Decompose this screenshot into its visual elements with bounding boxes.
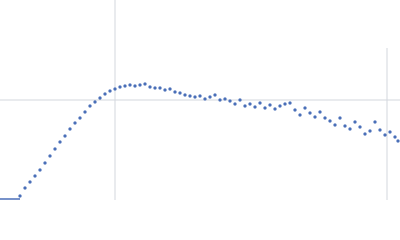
data-point — [318, 110, 322, 114]
data-point — [333, 123, 337, 127]
data-point — [83, 110, 87, 114]
data-point — [243, 104, 247, 108]
data-point — [208, 95, 212, 99]
data-point — [228, 99, 232, 103]
data-point — [33, 174, 37, 178]
data-point — [183, 93, 187, 97]
data-point — [283, 102, 287, 106]
data-point — [313, 115, 317, 119]
data-point — [233, 102, 237, 106]
data-point — [78, 116, 82, 120]
data-point — [173, 90, 177, 94]
data-point — [138, 83, 142, 87]
data-point — [58, 140, 62, 144]
data-point — [278, 104, 282, 108]
data-point — [153, 86, 157, 90]
data-point — [348, 127, 352, 131]
data-point — [103, 92, 107, 96]
page: {"chart_data": {"type": "scatter", "colo… — [0, 0, 400, 200]
data-point — [258, 101, 262, 105]
data-point — [268, 103, 272, 107]
data-point — [193, 95, 197, 99]
data-point — [273, 107, 277, 111]
data-point — [213, 93, 217, 97]
data-point — [238, 98, 242, 102]
data-point — [113, 87, 117, 91]
data-point — [303, 106, 307, 110]
data-point — [358, 125, 362, 129]
data-point — [263, 106, 267, 110]
data-point — [368, 129, 372, 133]
data-point — [53, 147, 57, 151]
data-point — [23, 186, 27, 190]
data-point — [308, 111, 312, 115]
data-point — [198, 94, 202, 98]
data-point — [218, 98, 222, 102]
data-point — [393, 135, 397, 139]
data-point — [163, 88, 167, 92]
data-point — [248, 102, 252, 106]
data-point — [123, 84, 127, 88]
chart — [0, 0, 400, 200]
data-point — [18, 194, 22, 198]
data-point — [203, 97, 207, 101]
data-point — [108, 89, 112, 93]
data-point — [293, 108, 297, 112]
data-point — [88, 104, 92, 108]
data-point — [323, 116, 327, 120]
data-point — [128, 83, 132, 87]
data-point — [148, 85, 152, 89]
data-point — [73, 121, 77, 125]
data-point — [168, 87, 172, 91]
data-point — [93, 100, 97, 104]
data-point — [158, 86, 162, 90]
data-point — [143, 82, 147, 86]
data-point — [63, 134, 67, 138]
data-point — [298, 113, 302, 117]
data-point — [38, 168, 42, 172]
data-point — [353, 120, 357, 124]
data-point — [118, 85, 122, 89]
data-point — [43, 161, 47, 165]
data-point — [188, 94, 192, 98]
data-point — [373, 120, 377, 124]
data-point — [388, 130, 392, 134]
data-point — [328, 119, 332, 123]
data-point — [68, 127, 72, 131]
data-point — [343, 124, 347, 128]
data-point — [98, 96, 102, 100]
data-point — [223, 97, 227, 101]
data-point — [383, 133, 387, 137]
data-point — [288, 101, 292, 105]
data-point — [378, 128, 382, 132]
data-point — [133, 84, 137, 88]
data-point — [396, 139, 400, 143]
data-point — [178, 91, 182, 95]
data-point — [48, 154, 52, 158]
data-point — [338, 116, 342, 120]
data-point — [363, 132, 367, 136]
data-point — [28, 180, 32, 184]
data-point — [253, 105, 257, 109]
